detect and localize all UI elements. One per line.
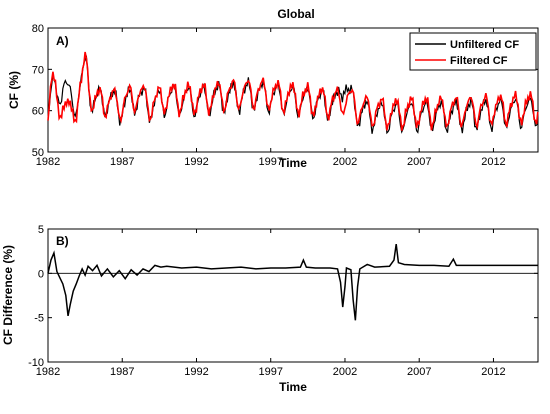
panel-b-xtick-label-5: 2007 <box>407 366 431 378</box>
panel-a-xtick-label-5: 2007 <box>407 156 431 168</box>
panel-b-ytick-label-0: -10 <box>28 357 44 369</box>
panel-b-ticks: 1982 1987 1992 1997 2002 2007 2012 -10 -5 0 5 <box>28 224 538 378</box>
panel-b-series-line-0 <box>47 243 538 321</box>
panel-a-xtick-label-3: 1997 <box>258 156 282 168</box>
panel-b-label: B) <box>56 234 69 248</box>
panel-b-series <box>47 243 538 321</box>
legend-label-filtered: Filtered CF <box>450 55 508 67</box>
panel-b-xtick-label-2: 1992 <box>184 366 208 378</box>
panel-a-xtick-label-1: 1987 <box>110 156 134 168</box>
panel-b: 1982 1987 1992 1997 2002 2007 2012 -10 -5 0 5 B) T… <box>1 224 539 394</box>
legend-box <box>409 32 537 71</box>
panel-b-ytick-label-3: 5 <box>38 224 44 236</box>
panel-a-xtick-label-4: 2002 <box>333 156 357 168</box>
panel-b-ylabel: CF Difference (%) <box>1 245 15 345</box>
legend-label-unfiltered: Unfiltered CF <box>450 39 519 51</box>
panel-b-ytick-label-1: -5 <box>34 313 44 325</box>
panel-b-ytick-label-2: 0 <box>38 268 44 280</box>
panel-b-xlabel: Time <box>279 380 307 394</box>
legend: Unfiltered CF Filtered CF <box>409 32 537 71</box>
panel-a-xtick-label-6: 2012 <box>481 156 505 168</box>
panel-a-xlabel: Time <box>279 156 307 170</box>
panel-a-ytick-label-3: 80 <box>32 23 44 35</box>
panel-a-ylabel: CF (%) <box>7 71 21 109</box>
panel-a-ytick-label-1: 60 <box>32 106 44 118</box>
panel-a-series-line-1 <box>47 51 539 131</box>
panel-b-xtick-label-1: 1987 <box>110 366 134 378</box>
panel-a-xtick-label-2: 1992 <box>184 156 208 168</box>
panel-a-ytick-label-0: 50 <box>32 147 44 159</box>
panel-b-xtick-label-6: 2012 <box>481 366 505 378</box>
panel-a-ticks: 1982 1987 1992 1997 2002 2007 2012 50 60 70 80 <box>32 23 538 168</box>
panel-b-axes-box <box>47 228 539 363</box>
panel-a-ytick-label-2: 70 <box>32 64 44 76</box>
panel-a-xtick-label-0: 1982 <box>36 156 60 168</box>
panel-b-xtick-label-3: 1997 <box>258 366 282 378</box>
panel-a-label: A) <box>56 34 69 48</box>
panel-a-series <box>47 51 539 135</box>
panel-b-xtick-label-0: 1982 <box>36 366 60 378</box>
figure-title: Global <box>277 7 314 21</box>
panel-b-xtick-label-4: 2002 <box>333 366 357 378</box>
